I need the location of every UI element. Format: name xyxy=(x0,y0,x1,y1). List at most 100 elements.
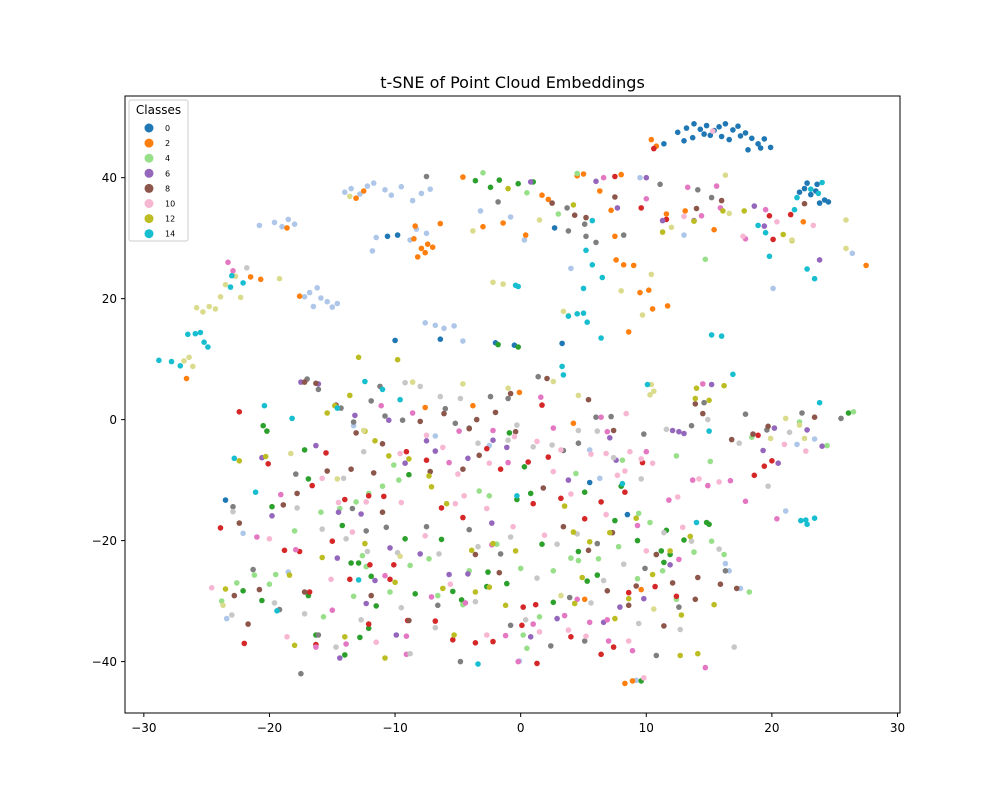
scatter-point-class-7 xyxy=(382,413,388,419)
scatter-point-class-8 xyxy=(348,466,354,473)
scatter-point-class-6 xyxy=(554,615,560,622)
scatter-point-class-9 xyxy=(676,556,682,563)
scatter-point-class-0 xyxy=(742,130,749,136)
scatter-point-class-13 xyxy=(843,245,849,252)
scatter-point-class-1 xyxy=(324,298,331,305)
scatter-point-class-7 xyxy=(548,643,554,649)
scatter-point-class-6 xyxy=(387,545,393,551)
scatter-point-class-5 xyxy=(347,576,353,583)
scatter-point-class-8 xyxy=(417,418,424,425)
legend-label-14: 14 xyxy=(165,230,175,239)
scatter-point-class-7 xyxy=(642,565,648,572)
legend-label-8: 8 xyxy=(165,184,170,193)
scatter-point-class-0 xyxy=(707,132,714,139)
scatter-point-class-9 xyxy=(742,498,749,505)
scatter-point-class-0 xyxy=(681,138,687,144)
scatter-point-class-5 xyxy=(367,562,373,568)
scatter-point-class-4 xyxy=(536,614,543,620)
x-axis: −30 −20 −10 0 10 20 30 xyxy=(131,713,905,735)
scatter-point-class-12 xyxy=(570,529,577,535)
scatter-point-class-8 xyxy=(368,592,375,599)
scatter-point-class-6 xyxy=(358,511,364,517)
scatter-point-class-0 xyxy=(551,225,558,231)
scatter-point-class-0 xyxy=(730,127,736,133)
scatter-point-class-5 xyxy=(568,634,574,640)
scatter-point-class-8 xyxy=(717,581,724,587)
scatter-point-class-7 xyxy=(657,181,663,188)
scatter-point-class-10 xyxy=(716,479,722,485)
scatter-point-class-7 xyxy=(298,670,304,677)
legend-label-10: 10 xyxy=(165,200,175,209)
legend-label-4: 4 xyxy=(165,154,170,163)
scatter-point-class-11 xyxy=(765,483,771,490)
legend-marker-0 xyxy=(144,123,154,133)
scatter-point-class-11 xyxy=(716,546,722,552)
scatter-point-class-2 xyxy=(597,188,603,194)
scatter-point-class-8 xyxy=(692,401,699,407)
scatter-point-class-6 xyxy=(337,655,343,661)
scatter-point-class-12 xyxy=(691,218,697,224)
scatter-point-class-1 xyxy=(441,325,447,332)
scatter-point-class-5 xyxy=(423,457,430,464)
scatter-point-class-14 xyxy=(565,313,572,320)
scatter-point-class-10 xyxy=(681,213,687,220)
scatter-point-class-11 xyxy=(398,604,405,611)
scatter-point-class-9 xyxy=(643,448,650,455)
scatter-point-class-14 xyxy=(156,357,162,364)
scatter-point-class-3 xyxy=(357,634,363,641)
scatter-point-class-0 xyxy=(825,199,832,205)
scatter-point-class-3 xyxy=(515,180,521,187)
scatter-point-class-2 xyxy=(646,287,652,294)
scatter-point-class-4 xyxy=(234,580,240,586)
scatter-point-class-4 xyxy=(480,170,486,176)
scatter-point-class-4 xyxy=(407,562,413,569)
scatter-point-class-12 xyxy=(579,574,585,581)
scatter-point-class-13 xyxy=(782,415,789,422)
scatter-point-class-14 xyxy=(580,285,587,292)
scatter-point-class-5 xyxy=(761,463,768,470)
scatter-point-class-7 xyxy=(363,528,370,534)
scatter-point-class-3 xyxy=(845,410,852,416)
scatter-point-class-6 xyxy=(465,571,471,577)
scatter-point-class-11 xyxy=(475,543,481,550)
scatter-point-class-3 xyxy=(487,184,494,191)
y-tick-label: −40 xyxy=(92,655,117,669)
scatter-point-class-8 xyxy=(604,588,611,594)
scatter-point-class-1 xyxy=(373,234,380,241)
scatter-point-class-0 xyxy=(745,147,751,153)
scatter-point-class-12 xyxy=(472,589,479,595)
scatter-point-class-1 xyxy=(418,190,425,197)
scatter-point-class-13 xyxy=(536,217,543,223)
scatter-point-class-14 xyxy=(560,372,567,378)
scatter-point-class-10 xyxy=(511,433,518,440)
scatter-point-class-11 xyxy=(661,529,667,536)
scatter-point-class-9 xyxy=(515,658,521,665)
scatter-point-class-5 xyxy=(534,660,540,667)
scatter-point-class-1 xyxy=(256,222,263,229)
scatter-point-class-12 xyxy=(291,642,298,649)
scatter-point-class-5 xyxy=(769,458,775,464)
scatter-point-class-7 xyxy=(350,419,357,425)
scatter-point-class-2 xyxy=(545,196,552,203)
scatter-point-class-14 xyxy=(766,253,773,260)
scatter-point-class-13 xyxy=(722,172,729,178)
legend-title: Classes xyxy=(136,103,181,117)
scatter-point-class-5 xyxy=(612,173,618,180)
scatter-point-class-1 xyxy=(409,197,416,204)
scatter-point-class-1 xyxy=(364,183,371,189)
legend-marker-12 xyxy=(144,214,154,224)
scatter-point-class-4 xyxy=(486,493,493,499)
scatter-point-class-5 xyxy=(460,514,466,521)
legend[interactable]: Classes 0 2 4 6 8 10 12 14 xyxy=(128,99,189,242)
scatter-point-class-6 xyxy=(641,595,647,602)
scatter-point-class-6 xyxy=(335,509,342,515)
scatter-point-class-7 xyxy=(608,413,614,420)
scatter-point-class-10 xyxy=(349,529,356,535)
scatter-point-class-11 xyxy=(505,437,511,444)
scatter-point-class-11 xyxy=(514,422,520,428)
scatter-point-class-1 xyxy=(432,322,439,329)
x-tick-label: −20 xyxy=(257,721,282,735)
scatter-point-class-9 xyxy=(605,638,612,644)
